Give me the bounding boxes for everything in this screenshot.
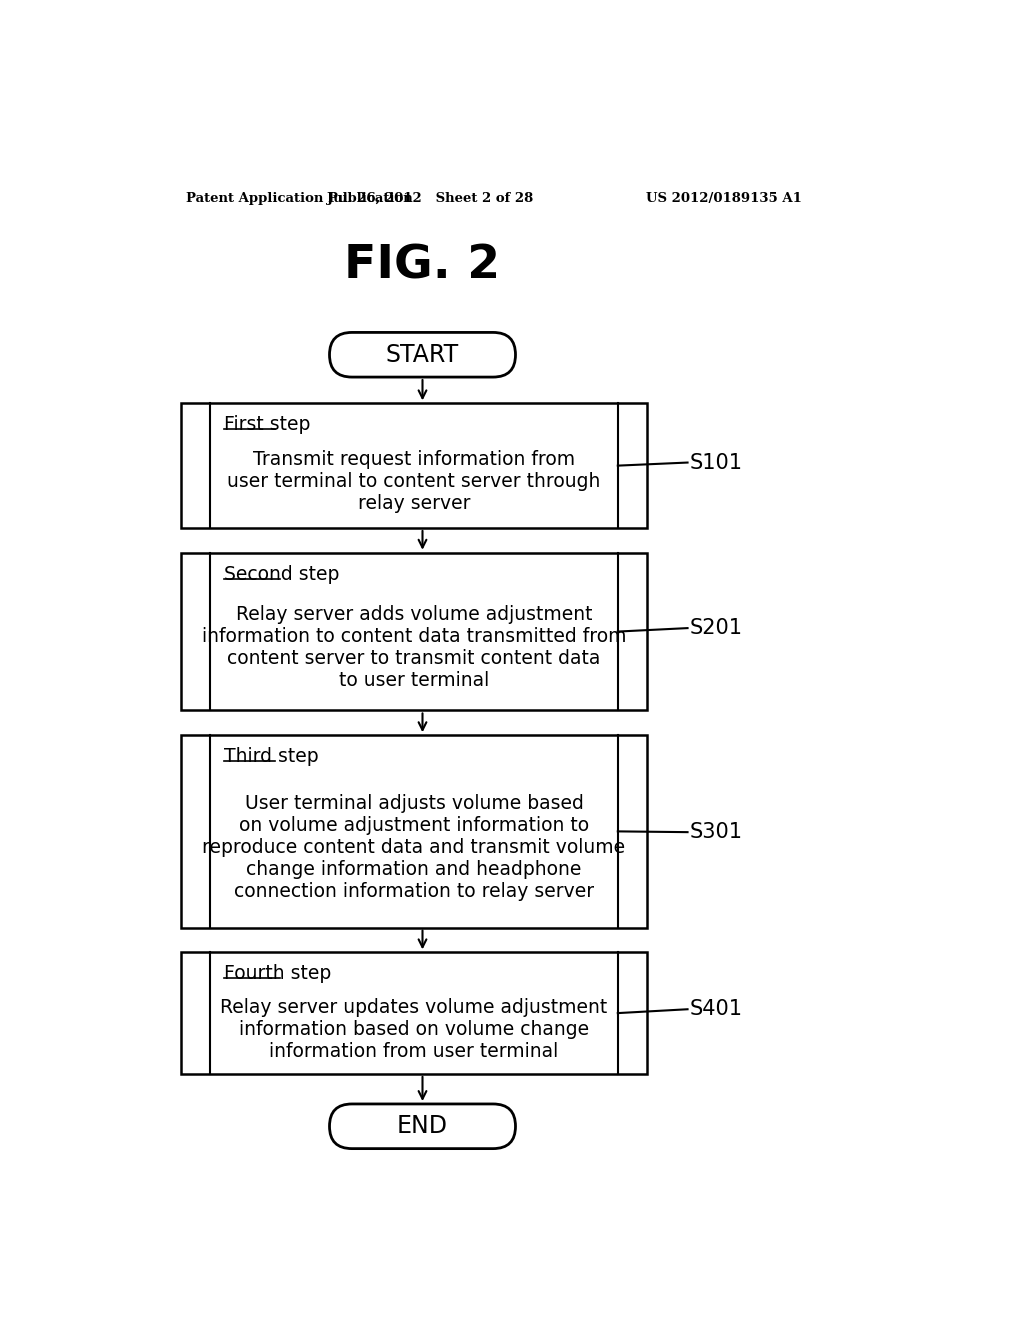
- Text: S201: S201: [690, 618, 742, 638]
- FancyBboxPatch shape: [330, 1104, 515, 1148]
- Text: Patent Application Publication: Patent Application Publication: [186, 191, 413, 205]
- Text: First step: First step: [224, 416, 310, 434]
- Text: Fourth step: Fourth step: [224, 965, 332, 983]
- Text: User terminal adjusts volume based
on volume adjustment information to
reproduce: User terminal adjusts volume based on vo…: [203, 795, 626, 902]
- Bar: [180, 553, 647, 710]
- Bar: [180, 952, 647, 1074]
- Text: US 2012/0189135 A1: US 2012/0189135 A1: [646, 191, 802, 205]
- Text: Relay server adds volume adjustment
information to content data transmitted from: Relay server adds volume adjustment info…: [202, 606, 627, 690]
- Text: END: END: [397, 1114, 449, 1138]
- Text: Transmit request information from
user terminal to content server through
relay : Transmit request information from user t…: [227, 450, 601, 513]
- Bar: [180, 404, 647, 528]
- Text: START: START: [386, 343, 459, 367]
- Text: Third step: Third step: [224, 747, 318, 766]
- Text: Second step: Second step: [224, 565, 340, 583]
- Text: Jul. 26, 2012   Sheet 2 of 28: Jul. 26, 2012 Sheet 2 of 28: [327, 191, 534, 205]
- Text: S101: S101: [690, 453, 742, 473]
- Text: Relay server updates volume adjustment
information based on volume change
inform: Relay server updates volume adjustment i…: [220, 998, 607, 1061]
- Text: S301: S301: [690, 822, 742, 842]
- Bar: [180, 735, 647, 928]
- Text: S401: S401: [690, 999, 742, 1019]
- FancyBboxPatch shape: [330, 333, 515, 378]
- Text: FIG. 2: FIG. 2: [344, 244, 501, 289]
